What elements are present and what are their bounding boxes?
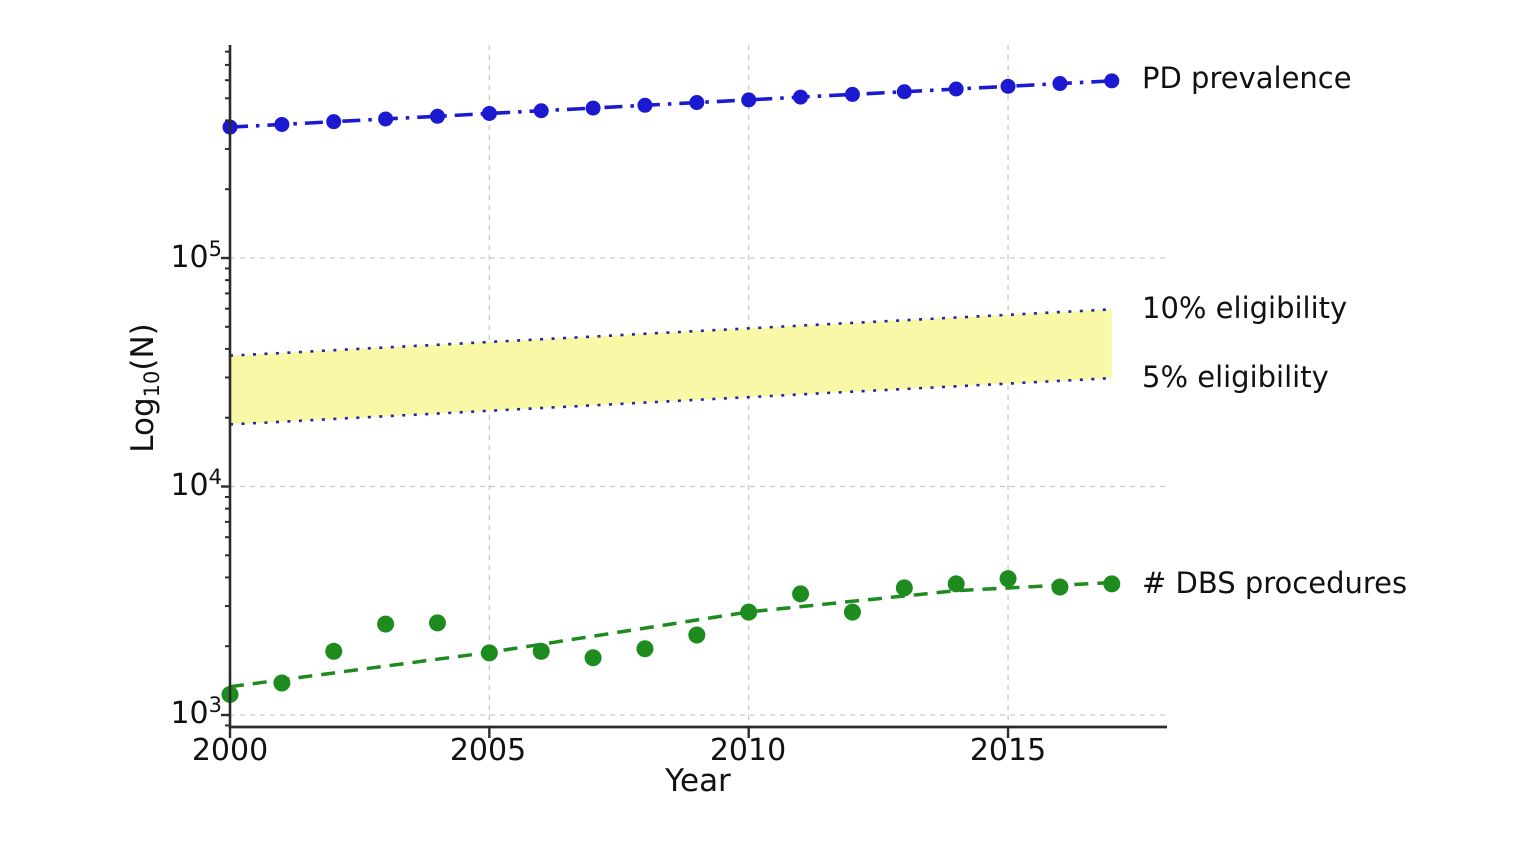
pd-prevalence-point bbox=[274, 116, 290, 132]
x-tick-label-2010: 2010 bbox=[709, 733, 787, 768]
pd-prevalence-point bbox=[378, 111, 394, 127]
y-tick-label-1e5: 105 bbox=[102, 237, 222, 276]
pd-prevalence-point bbox=[948, 81, 964, 97]
dbs-scatter-point bbox=[428, 614, 446, 632]
dbs-scatter-point bbox=[1051, 578, 1069, 596]
dbs-trend-line bbox=[229, 580, 1112, 689]
pd-prevalence-line bbox=[229, 79, 1112, 129]
eligibility-band bbox=[230, 309, 1112, 425]
dbs-scatter-point bbox=[895, 579, 913, 597]
y-tick-exp: 4 bbox=[208, 465, 222, 489]
pd-prevalence-point bbox=[741, 92, 757, 108]
pd-prevalence-point bbox=[429, 108, 445, 124]
dbs-scatter-point bbox=[1103, 575, 1121, 593]
dbs-scatter-point bbox=[636, 640, 654, 658]
y-tick-exp: 5 bbox=[208, 237, 222, 261]
dbs-scatter-point bbox=[532, 642, 550, 660]
pd-prevalence-point bbox=[1052, 76, 1068, 92]
y-tick-exp: 3 bbox=[208, 693, 222, 717]
dbs-scatter-point bbox=[377, 615, 395, 633]
y-tick-base: 10 bbox=[170, 468, 209, 503]
pd-prevalence-point bbox=[326, 114, 342, 130]
y-axis-label-post: (N) bbox=[125, 323, 161, 371]
annotation-10pct-eligibility: 10% eligibility bbox=[1142, 291, 1348, 325]
dbs-scatter-point bbox=[999, 570, 1017, 588]
x-tick-label-2005: 2005 bbox=[449, 733, 527, 768]
pd-prevalence-point bbox=[1000, 78, 1016, 94]
pd-prevalence-point bbox=[533, 103, 549, 119]
y-tick-label-1e4: 104 bbox=[102, 465, 222, 504]
annotation-pd-prevalence: PD prevalence bbox=[1142, 61, 1352, 95]
dbs-scatter-point bbox=[947, 575, 965, 593]
pd-prevalence-point bbox=[637, 97, 653, 113]
pd-prevalence-point bbox=[844, 86, 860, 102]
y-tick-label-1e3: 103 bbox=[102, 693, 222, 732]
pd-prevalence-point bbox=[481, 105, 497, 121]
dbs-scatter-point bbox=[688, 626, 706, 644]
y-axis-label-sub: 10 bbox=[140, 370, 164, 398]
pd-prevalence-point bbox=[689, 95, 705, 111]
dbs-scatter-point bbox=[740, 603, 758, 621]
pd-prevalence-point bbox=[793, 89, 809, 105]
pd-prevalence-point bbox=[896, 84, 912, 100]
dbs-scatter-point bbox=[325, 642, 343, 660]
annotation-5pct-eligibility: 5% eligibility bbox=[1142, 360, 1329, 394]
x-tick-label-2000: 2000 bbox=[191, 733, 269, 768]
x-axis-label: Year bbox=[665, 763, 731, 799]
pd-prevalence-point bbox=[585, 100, 601, 116]
annotation-dbs-procedures: # DBS procedures bbox=[1142, 566, 1408, 600]
dbs-scatter-point bbox=[584, 649, 602, 667]
dbs-scatter-point bbox=[273, 674, 291, 692]
dbs-scatter-point bbox=[843, 603, 861, 621]
y-tick-base: 10 bbox=[170, 240, 209, 275]
dbs-scatter-point bbox=[480, 644, 498, 662]
x-tick-label-2015: 2015 bbox=[969, 733, 1047, 768]
dbs-scatter-point bbox=[792, 585, 810, 603]
y-axis-label-pre: Log bbox=[125, 397, 161, 453]
y-tick-base: 10 bbox=[170, 696, 209, 731]
pd-prevalence-point bbox=[1104, 73, 1120, 89]
